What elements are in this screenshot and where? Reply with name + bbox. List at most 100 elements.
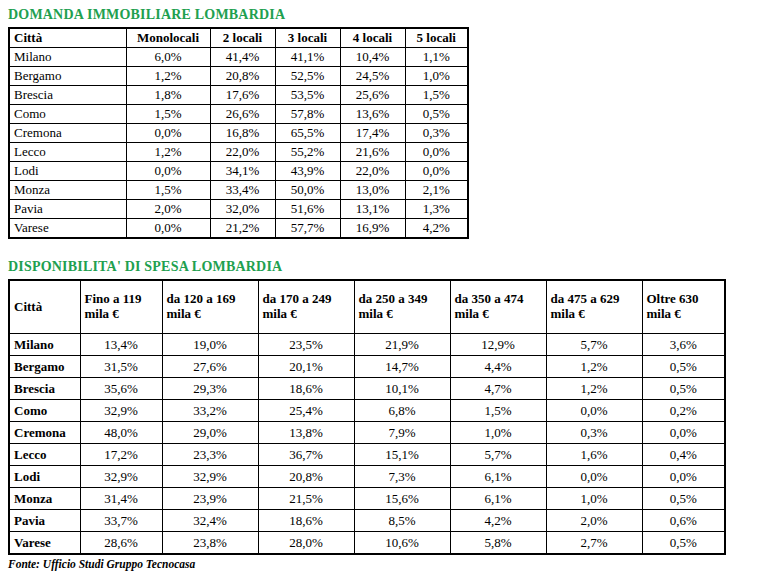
value-cell: 65,5% (275, 124, 340, 143)
value-cell: 55,2% (275, 143, 340, 162)
value-cell: 32,4% (162, 510, 258, 532)
value-cell: 2,7% (546, 532, 642, 555)
city-column-header: Città (9, 28, 126, 48)
value-cell: 1,5% (126, 181, 210, 200)
city-cell: Milano (9, 48, 126, 67)
column-header: da 170 a 249 mila € (258, 280, 354, 334)
value-cell: 20,1% (258, 356, 354, 378)
value-cell: 4,4% (450, 356, 546, 378)
table-row: Bergamo1,2%20,8%52,5%24,5%1,0% (9, 67, 468, 86)
column-header: Fino a 119 mila € (80, 280, 162, 334)
column-header: da 350 a 474 mila € (450, 280, 546, 334)
value-cell: 6,8% (354, 400, 450, 422)
value-cell: 52,5% (275, 67, 340, 86)
value-cell: 17,6% (210, 86, 275, 105)
value-cell: 1,2% (126, 143, 210, 162)
demand-table-title: DOMANDA IMMOBILIARE LOMBARDIA (8, 7, 770, 23)
value-cell: 0,6% (642, 510, 725, 532)
value-cell: 48,0% (80, 422, 162, 444)
value-cell: 21,6% (340, 143, 405, 162)
value-cell: 7,9% (354, 422, 450, 444)
value-cell: 21,5% (258, 488, 354, 510)
value-cell: 20,8% (258, 466, 354, 488)
city-cell: Milano (9, 334, 80, 356)
value-cell: 1,1% (405, 48, 468, 67)
city-cell: Lecco (9, 444, 80, 466)
city-cell: Como (9, 105, 126, 124)
value-cell: 3,6% (642, 334, 725, 356)
value-cell: 0,0% (126, 124, 210, 143)
table-row: Lodi0,0%34,1%43,9%22,0%0,0% (9, 162, 468, 181)
value-cell: 5,7% (450, 444, 546, 466)
budget-header-row: CittàFino a 119 mila €da 120 a 169 mila … (9, 280, 725, 334)
value-cell: 0,5% (642, 532, 725, 555)
column-header: da 475 a 629 mila € (546, 280, 642, 334)
value-cell: 0,0% (126, 162, 210, 181)
city-cell: Como (9, 400, 80, 422)
table-row: Bergamo31,5%27,6%20,1%14,7%4,4%1,2%0,5% (9, 356, 725, 378)
value-cell: 13,4% (80, 334, 162, 356)
value-cell: 21,9% (354, 334, 450, 356)
value-cell: 0,0% (546, 466, 642, 488)
value-cell: 23,5% (258, 334, 354, 356)
value-cell: 26,6% (210, 105, 275, 124)
value-cell: 36,7% (258, 444, 354, 466)
column-header: 3 locali (275, 28, 340, 48)
value-cell: 22,0% (210, 143, 275, 162)
value-cell: 0,5% (642, 378, 725, 400)
value-cell: 0,3% (546, 422, 642, 444)
value-cell: 1,5% (126, 105, 210, 124)
column-header: Monolocali (126, 28, 210, 48)
value-cell: 0,2% (642, 400, 725, 422)
value-cell: 18,6% (258, 510, 354, 532)
value-cell: 2,0% (126, 200, 210, 219)
value-cell: 17,4% (340, 124, 405, 143)
value-cell: 28,0% (258, 532, 354, 555)
value-cell: 0,5% (405, 105, 468, 124)
city-cell: Lodi (9, 162, 126, 181)
value-cell: 4,2% (405, 219, 468, 239)
value-cell: 33,7% (80, 510, 162, 532)
report-page: DOMANDA IMMOBILIARE LOMBARDIA CittàMonol… (0, 0, 770, 570)
value-cell: 25,4% (258, 400, 354, 422)
city-cell: Cremona (9, 422, 80, 444)
value-cell: 5,7% (546, 334, 642, 356)
value-cell: 32,9% (80, 466, 162, 488)
value-cell: 6,1% (450, 466, 546, 488)
value-cell: 28,6% (80, 532, 162, 555)
value-cell: 1,2% (546, 378, 642, 400)
value-cell: 17,2% (80, 444, 162, 466)
value-cell: 7,3% (354, 466, 450, 488)
value-cell: 10,4% (340, 48, 405, 67)
column-header: Oltre 630 mila € (642, 280, 725, 334)
value-cell: 1,0% (450, 422, 546, 444)
table-row: Monza31,4%23,9%21,5%15,6%6,1%1,0%0,5% (9, 488, 725, 510)
table-row: Varese28,6%23,8%28,0%10,6%5,8%2,7%0,5% (9, 532, 725, 555)
value-cell: 13,1% (340, 200, 405, 219)
value-cell: 29,0% (162, 422, 258, 444)
value-cell: 19,0% (162, 334, 258, 356)
city-cell: Pavia (9, 510, 80, 532)
value-cell: 0,5% (642, 356, 725, 378)
value-cell: 0,0% (126, 219, 210, 239)
city-cell: Varese (9, 219, 126, 239)
table-row: Como1,5%26,6%57,8%13,6%0,5% (9, 105, 468, 124)
value-cell: 1,6% (546, 444, 642, 466)
demand-table: CittàMonolocali2 locali3 locali4 locali5… (8, 27, 469, 239)
value-cell: 29,3% (162, 378, 258, 400)
value-cell: 15,1% (354, 444, 450, 466)
value-cell: 33,2% (162, 400, 258, 422)
value-cell: 1,5% (405, 86, 468, 105)
value-cell: 15,6% (354, 488, 450, 510)
value-cell: 1,8% (126, 86, 210, 105)
table-row: Pavia33,7%32,4%18,6%8,5%4,2%2,0%0,6% (9, 510, 725, 532)
value-cell: 10,1% (354, 378, 450, 400)
value-cell: 31,4% (80, 488, 162, 510)
city-cell: Monza (9, 181, 126, 200)
value-cell: 4,2% (450, 510, 546, 532)
value-cell: 22,0% (340, 162, 405, 181)
value-cell: 57,7% (275, 219, 340, 239)
column-header: 2 locali (210, 28, 275, 48)
value-cell: 1,3% (405, 200, 468, 219)
value-cell: 0,0% (405, 143, 468, 162)
